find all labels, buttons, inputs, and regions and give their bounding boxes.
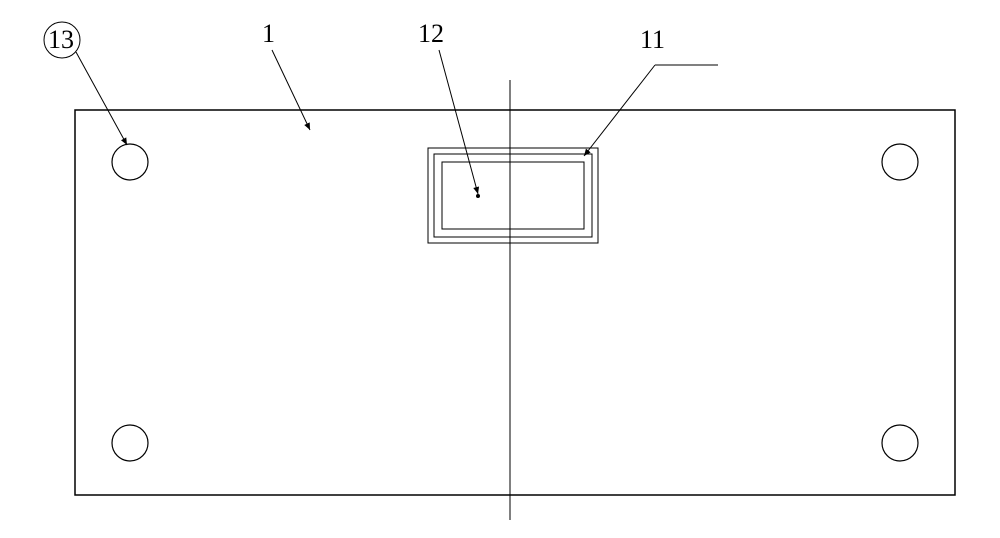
c13-label: 13 <box>48 25 74 54</box>
canvas-background <box>0 0 1000 538</box>
c12-label: 12 <box>418 19 444 48</box>
slot-center-dot <box>476 194 480 198</box>
c1-label: 1 <box>262 19 275 48</box>
c11-label: 11 <box>640 25 665 54</box>
